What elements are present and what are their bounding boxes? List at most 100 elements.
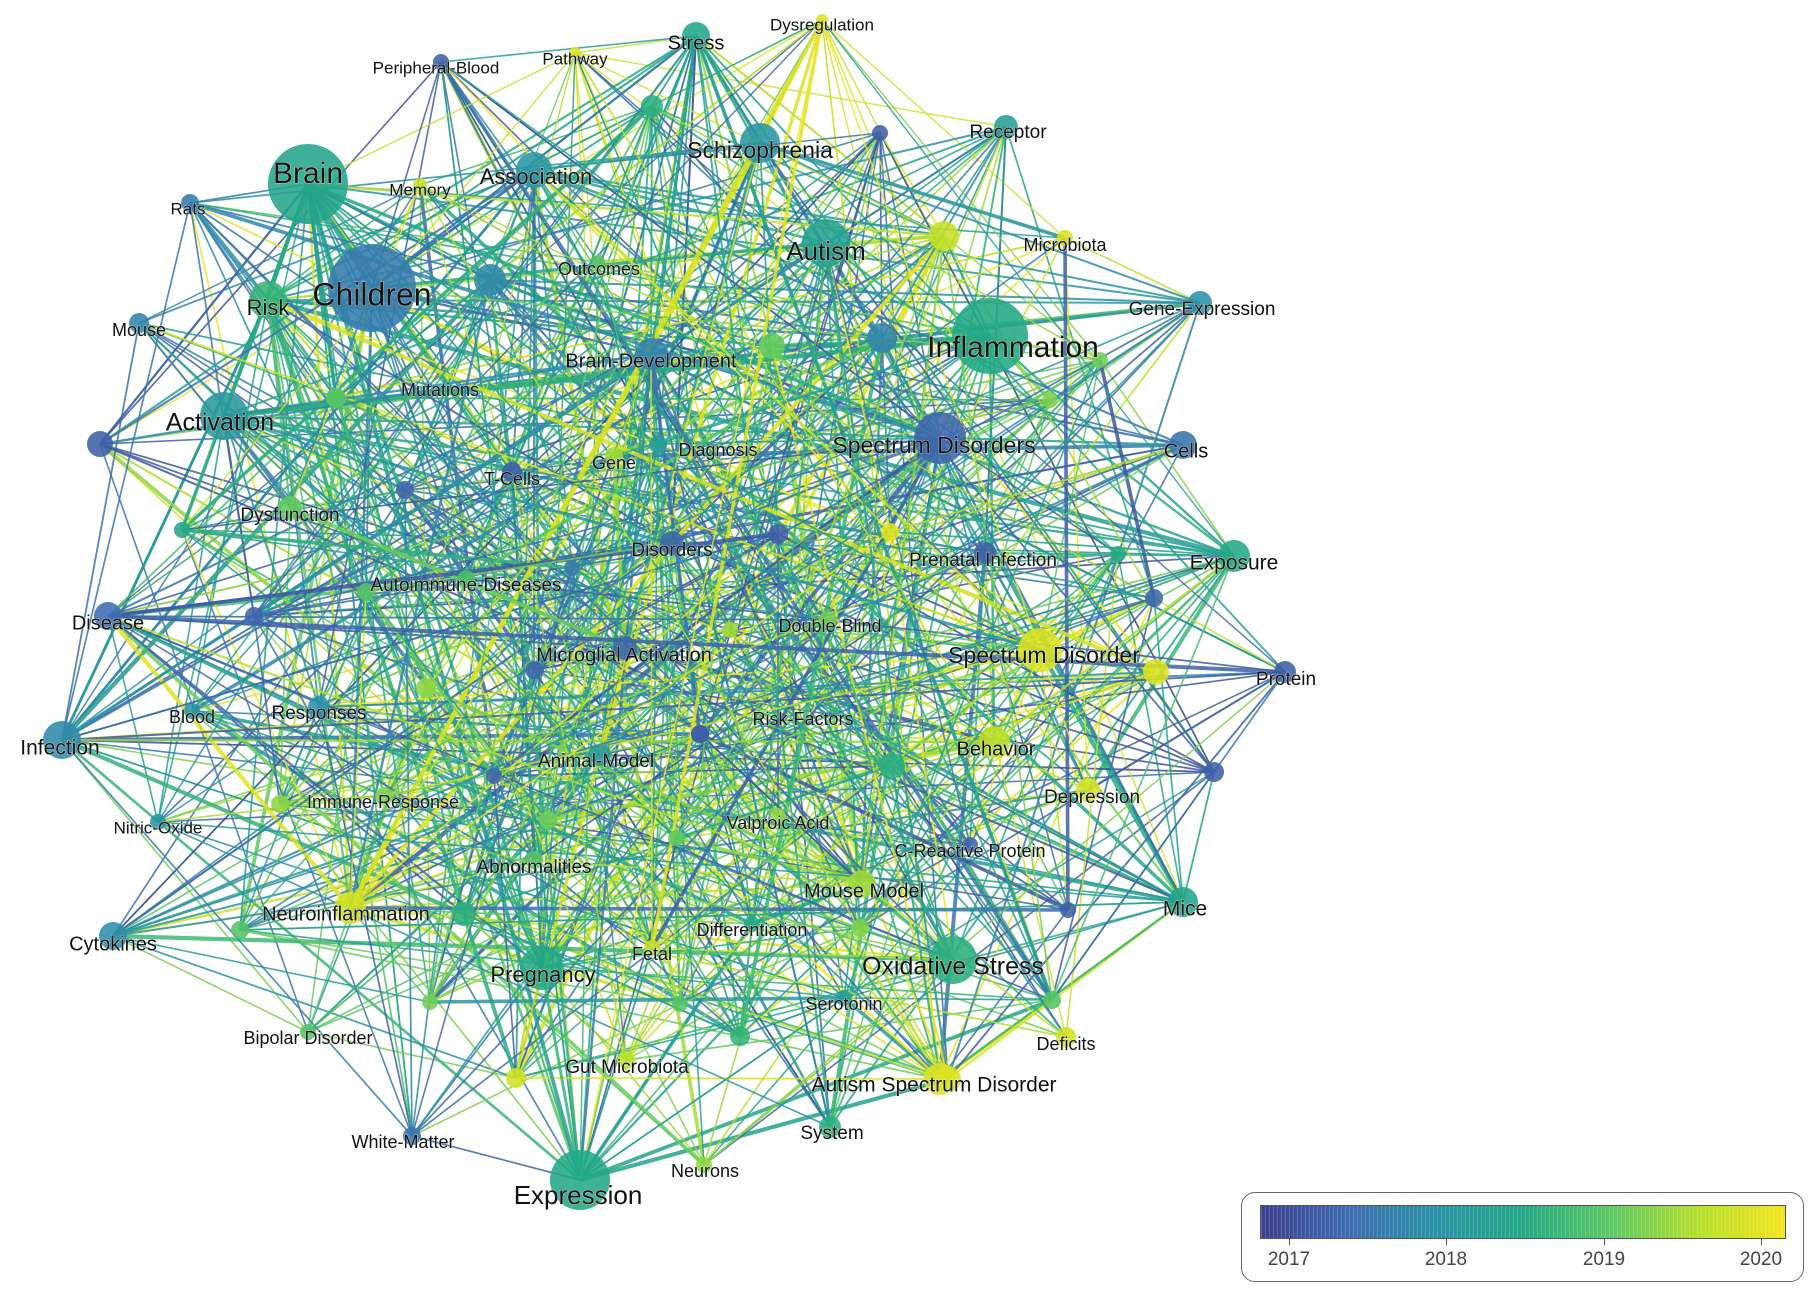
node-unlabeled[interactable] [641, 95, 663, 117]
node-unlabeled[interactable] [1143, 659, 1169, 685]
node-unlabeled[interactable] [1043, 991, 1061, 1009]
node-unlabeled[interactable] [730, 1026, 750, 1046]
node-protein[interactable] [1274, 661, 1296, 683]
node-oxidative-stress[interactable] [929, 936, 977, 984]
node-blood[interactable] [184, 703, 200, 719]
node-white-matter[interactable] [403, 1127, 421, 1145]
node-dysregulation[interactable] [816, 14, 828, 26]
node-unlabeled[interactable] [768, 524, 788, 544]
node-mouse-model[interactable] [848, 870, 876, 898]
node-mice[interactable] [1168, 887, 1198, 917]
node-t-cells[interactable] [502, 462, 522, 482]
node-depression[interactable] [1076, 778, 1100, 802]
node-inflammation[interactable] [952, 298, 1028, 374]
node-unlabeled[interactable] [722, 622, 738, 638]
node-stress[interactable] [682, 22, 710, 50]
node-responses[interactable] [308, 696, 330, 718]
node-microglial-activation[interactable] [613, 636, 637, 660]
node-brain[interactable] [268, 144, 348, 224]
node-unlabeled[interactable] [1204, 762, 1224, 782]
node-unlabeled[interactable] [668, 830, 684, 846]
node-deficits[interactable] [1056, 1027, 1076, 1047]
node-unlabeled[interactable] [872, 125, 888, 141]
node-unlabeled[interactable] [326, 388, 346, 408]
node-unlabeled[interactable] [759, 333, 785, 359]
node-prenatal-infection[interactable] [974, 542, 996, 564]
node-unlabeled[interactable] [672, 996, 688, 1012]
node-children[interactable] [328, 244, 416, 332]
node-activation[interactable] [200, 392, 248, 440]
node-valproic-acid[interactable] [770, 808, 786, 824]
node-unlabeled[interactable] [935, 1066, 961, 1092]
node-unlabeled[interactable] [486, 768, 502, 784]
node-fetal[interactable] [644, 940, 660, 956]
node-abnormalities[interactable] [525, 851, 543, 869]
node-differentiation[interactable] [744, 916, 760, 932]
node-serotonin[interactable] [836, 990, 852, 1006]
node-unlabeled[interactable] [245, 607, 263, 625]
node-unlabeled[interactable] [271, 795, 289, 813]
node-double-blind[interactable] [819, 611, 837, 629]
node-unlabeled[interactable] [357, 583, 375, 601]
node-unlabeled[interactable] [416, 678, 436, 698]
node-risk[interactable] [249, 281, 287, 319]
node-spectrum-disorder[interactable] [1018, 628, 1062, 672]
node-unlabeled[interactable] [525, 661, 543, 679]
node-exposure[interactable] [1218, 540, 1250, 572]
node-unlabeled[interactable] [1110, 546, 1126, 562]
node-unlabeled[interactable] [396, 481, 414, 499]
node-pregnancy[interactable] [520, 946, 564, 990]
node-immune-response[interactable] [375, 787, 393, 805]
node-memory[interactable] [413, 178, 427, 192]
node-receptor[interactable] [994, 115, 1018, 139]
node-autism[interactable] [802, 219, 850, 267]
node-mouse[interactable] [129, 313, 149, 333]
node-nitric-oxide[interactable] [150, 814, 166, 830]
node-behavior[interactable] [978, 726, 1010, 758]
node-unlabeled[interactable] [564, 560, 580, 576]
node-gut-microbiota[interactable] [617, 1051, 635, 1069]
node-schizophrenia[interactable] [740, 123, 780, 163]
node-cells[interactable] [1169, 431, 1197, 459]
node-rats[interactable] [181, 194, 199, 212]
node-disorders[interactable] [660, 531, 684, 555]
node-unlabeled[interactable] [691, 725, 709, 743]
node-unlabeled[interactable] [1092, 352, 1108, 368]
node-unlabeled[interactable] [474, 264, 506, 296]
node-system[interactable] [819, 1116, 841, 1138]
node-diagnosis[interactable] [649, 435, 667, 453]
node-brain-development[interactable] [635, 338, 667, 370]
node-dysfunction[interactable] [278, 496, 302, 520]
node-autoimmune-diseases[interactable] [457, 570, 475, 588]
node-unlabeled[interactable] [1060, 902, 1076, 918]
node-unlabeled[interactable] [867, 323, 897, 353]
node-cytokines[interactable] [99, 922, 127, 950]
node-c-reactive-protein[interactable] [962, 837, 978, 853]
node-unlabeled[interactable] [879, 753, 905, 779]
node-spectrum-disorders[interactable] [914, 412, 966, 464]
node-gene[interactable] [605, 447, 623, 465]
node-unlabeled[interactable] [174, 522, 190, 538]
node-unlabeled[interactable] [506, 1068, 526, 1088]
node-unlabeled[interactable] [851, 919, 869, 937]
node-unlabeled[interactable] [881, 523, 899, 541]
node-animal-model[interactable] [589, 744, 611, 766]
node-pathway[interactable] [569, 47, 581, 59]
node-outcomes[interactable] [591, 255, 605, 269]
node-unlabeled[interactable] [452, 902, 476, 926]
node-peripheral-blood[interactable] [433, 54, 449, 70]
node-unlabeled[interactable] [87, 431, 113, 457]
node-association[interactable] [516, 152, 552, 188]
node-neurons[interactable] [696, 1157, 712, 1173]
node-unlabeled[interactable] [929, 221, 959, 251]
node-expression[interactable] [550, 1150, 610, 1210]
node-infection[interactable] [43, 721, 81, 759]
node-unlabeled[interactable] [1042, 392, 1058, 408]
node-disease[interactable] [94, 602, 122, 630]
node-microbiota[interactable] [1057, 230, 1073, 246]
node-neuroinflammation[interactable] [334, 892, 366, 924]
node-unlabeled[interactable] [539, 811, 557, 829]
node-unlabeled[interactable] [422, 994, 438, 1010]
node-unlabeled[interactable] [1145, 589, 1163, 607]
node-bipolar-disorder[interactable] [300, 1024, 316, 1040]
